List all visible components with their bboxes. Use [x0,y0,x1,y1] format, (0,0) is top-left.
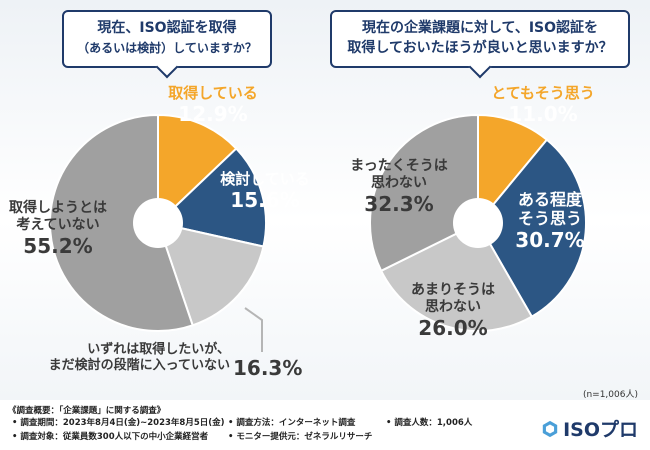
pie1-label-considering: 検討している 15.6% [220,170,310,212]
pie2-label-somewhat: ある程度 そう思う 30.7% [515,190,585,253]
pie2-label-strongly: とてもそう思う 11.0% [491,84,595,126]
isopro-logo: ISOプロ [541,415,638,442]
footer-method: • 調査方法：インターネット調査 [228,418,356,428]
pie1-slice-1 [157,113,238,226]
pie1-label-not-planning: 取得しようとは 考えていない 55.2% [9,200,107,258]
pie2-slice-4 [369,113,479,273]
question-2-line1: 現在の企業課題に対して、ISO認証を [361,20,599,36]
survey-footer: 《調査概要：「企業課題」に関する調査》 • 調査期間：2023年8月4日(金)~… [0,402,650,450]
footer-count: • 調査人数：1,006人 [386,418,473,428]
pie1-center-hole [133,198,183,248]
pie2-label-not-much: あまりそうは 思わない 26.0% [411,282,495,340]
sample-size-note: (n=1,006人) [582,390,638,400]
footer-provider: • モニター提供元：ゼネラルリサーチ [228,432,373,442]
footer-title: 《調査概要：「企業課題」に関する調査》 [8,406,166,416]
pie1-slice-2 [155,147,267,248]
question-2-line2: 取得しておいたほうが良いと思いますか？ [347,40,613,56]
pie1-label-acquired: 取得している 12.9% [168,84,258,126]
pie2-slice-3 [379,221,534,332]
logo-text: ISOプロ [563,419,638,441]
footer-target: • 調査対象：従業員数300人以下の中小企業経営者 [12,432,209,442]
hexagon-logo-icon [542,420,558,437]
footer-period: • 調査期間：2023年8月4日(金)~2023年8月5日(金) [12,418,225,428]
pie1-label-future-pct: 16.3% [233,356,303,380]
pie2-slice-2 [476,138,587,319]
question-1-line2: （あるいは検討）していますか？ [77,41,257,55]
pie1-slice-4 [49,113,194,332]
pie1-label-future: いずれは取得したいが、 まだ検討の段階に入っていない [48,342,230,373]
question-1-box: 現在、ISO認証を取得 （あるいは検討）していますか？ [62,10,272,68]
question-1-line1: 現在、ISO認証を取得 [97,20,237,36]
question-2-box: 現在の企業課題に対して、ISO認証を 取得しておいたほうが良いと思いますか？ [330,10,630,68]
pie2-slice-1 [477,113,549,226]
pie1-leader-line [244,307,263,352]
pie-charts [49,113,587,332]
pie2-center-hole [453,198,503,248]
pie2-label-not-at-all: まったくそうは 思わない 32.3% [350,158,448,216]
